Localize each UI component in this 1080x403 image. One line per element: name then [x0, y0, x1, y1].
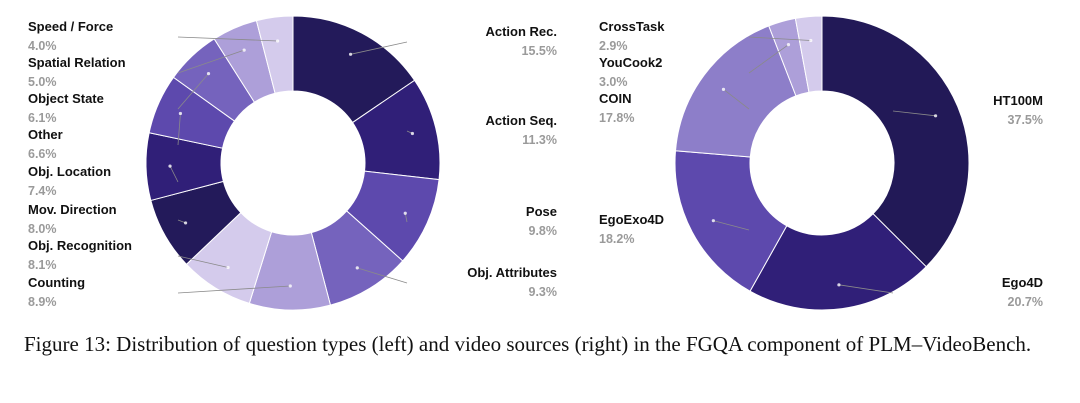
slice-coin — [674, 25, 797, 158]
slice-label-mov-direction: Mov. Direction — [28, 202, 117, 217]
slice-value-object-state: 6.1% — [28, 111, 57, 125]
slice-label-counting: Counting — [28, 275, 85, 290]
slice-crosstask — [794, 15, 823, 93]
leader-dot-speed-force — [275, 39, 280, 43]
slice-value-obj-location: 7.4% — [28, 184, 57, 198]
slice-label-action-rec: Action Rec. — [485, 24, 557, 39]
leader-dot-spatial-relation — [242, 48, 246, 52]
slice-label-pose: Pose — [526, 204, 557, 219]
slice-label-speed-force: Speed / Force — [28, 19, 113, 34]
leader-dot-mov-direction — [183, 221, 188, 225]
slice-label-ego4d: Ego4D — [1002, 275, 1043, 290]
slice-label-spatial-relation: Spatial Relation — [28, 55, 126, 70]
leader-line-spatial-relation — [177, 49, 245, 74]
leader-line-obj-attributes — [357, 267, 408, 284]
leader-dot-crosstask — [809, 38, 813, 43]
slice-value-egoexo4d: 18.2% — [599, 232, 634, 246]
leader-dot-object-state — [206, 72, 211, 76]
leader-dot-obj-location — [168, 164, 172, 168]
slice-label-coin: COIN — [599, 91, 632, 106]
leader-dot-coin — [721, 87, 726, 91]
slice-label-other: Other — [28, 127, 63, 142]
slice-speed-force — [255, 15, 294, 94]
slice-value-coin: 17.8% — [599, 111, 634, 125]
leader-line-counting — [177, 285, 291, 294]
slice-action-rec — [292, 15, 416, 124]
leader-dot-ego4d — [837, 283, 841, 287]
slice-value-action-rec: 15.5% — [522, 44, 557, 58]
video-sources-donut-chart: HT100M 37.5% Ego4D 20.7% EgoExo4D 18.2% COIN 17… — [599, 15, 1043, 311]
leader-line-youcook2 — [748, 44, 789, 74]
leader-line-crosstask — [748, 36, 811, 41]
slice-label-obj-attributes: Obj. Attributes — [467, 265, 557, 280]
slice-value-obj-recognition: 8.1% — [28, 258, 57, 272]
leader-line-speed-force — [177, 36, 278, 42]
leader-lines — [168, 36, 415, 294]
question-types-donut-chart: Action Rec. 15.5% Action Seq. 11.3% Pose 9.8%… — [28, 15, 557, 311]
leader-dot-obj-attributes — [355, 266, 359, 270]
slice-value-action-seq: 11.3% — [522, 133, 557, 147]
slice-value-youcook2: 3.0% — [599, 75, 628, 89]
slice-value-speed-force: 4.0% — [28, 39, 57, 53]
slice-value-crosstask: 2.9% — [599, 39, 628, 53]
leader-dot-counting — [288, 284, 292, 288]
slice-label-ht100m: HT100M — [993, 93, 1043, 108]
slice-ego4d — [749, 213, 927, 311]
slice-value-mov-direction: 8.0% — [28, 222, 57, 236]
slice-ht100m — [821, 15, 970, 268]
leader-dot-egoexo4d — [711, 219, 715, 223]
leader-line-obj-location — [169, 165, 179, 183]
leader-dot-action-rec — [348, 52, 353, 56]
figure-canvas: Action Rec. 15.5% Action Seq. 11.3% Pose 9.8%… — [28, 15, 1043, 311]
slice-label-action-seq: Action Seq. — [485, 113, 557, 128]
donut-slices — [145, 15, 441, 311]
leader-dot-action-seq — [410, 131, 415, 136]
leader-dot-ht100m — [933, 114, 938, 118]
leader-line-other — [177, 113, 181, 146]
leader-line-object-state — [177, 73, 209, 110]
donut-slices — [674, 15, 970, 311]
leader-line-egoexo4d — [713, 220, 750, 231]
slice-labels: Action Rec. 15.5% Action Seq. 11.3% Pose 9.8%… — [28, 19, 557, 309]
leader-lines — [711, 36, 938, 294]
figure-caption: Figure 13: Distribution of question type… — [24, 332, 1032, 356]
leader-dot-other — [178, 111, 183, 116]
slice-label-object-state: Object State — [28, 91, 104, 106]
slice-value-counting: 8.9% — [28, 295, 57, 309]
slice-label-obj-recognition: Obj. Recognition — [28, 238, 132, 253]
slice-value-ego4d: 20.7% — [1008, 295, 1043, 309]
slice-value-ht100m: 37.5% — [1008, 113, 1043, 127]
slice-labels: HT100M 37.5% Ego4D 20.7% EgoExo4D 18.2% COIN 17… — [599, 19, 1043, 309]
slice-value-other: 6.6% — [28, 147, 57, 161]
slice-label-egoexo4d: EgoExo4D — [599, 212, 664, 227]
slice-value-obj-attributes: 9.3% — [529, 285, 558, 299]
leader-dot-youcook2 — [786, 43, 791, 47]
leader-dot-pose — [403, 211, 407, 215]
leader-dot-obj-recognition — [226, 265, 230, 270]
slice-label-obj-location: Obj. Location — [28, 164, 111, 179]
slice-value-pose: 9.8% — [529, 224, 558, 238]
leader-line-action-rec — [350, 41, 408, 55]
leader-line-coin — [723, 89, 750, 110]
slice-label-youcook2: YouCook2 — [599, 55, 662, 70]
leader-line-obj-recognition — [177, 255, 229, 268]
slice-egoexo4d — [674, 150, 788, 292]
leader-line-ht100m — [892, 110, 936, 117]
slice-value-spatial-relation: 5.0% — [28, 75, 57, 89]
slice-label-crosstask: CrossTask — [599, 19, 665, 34]
leader-line-ego4d — [838, 284, 894, 294]
